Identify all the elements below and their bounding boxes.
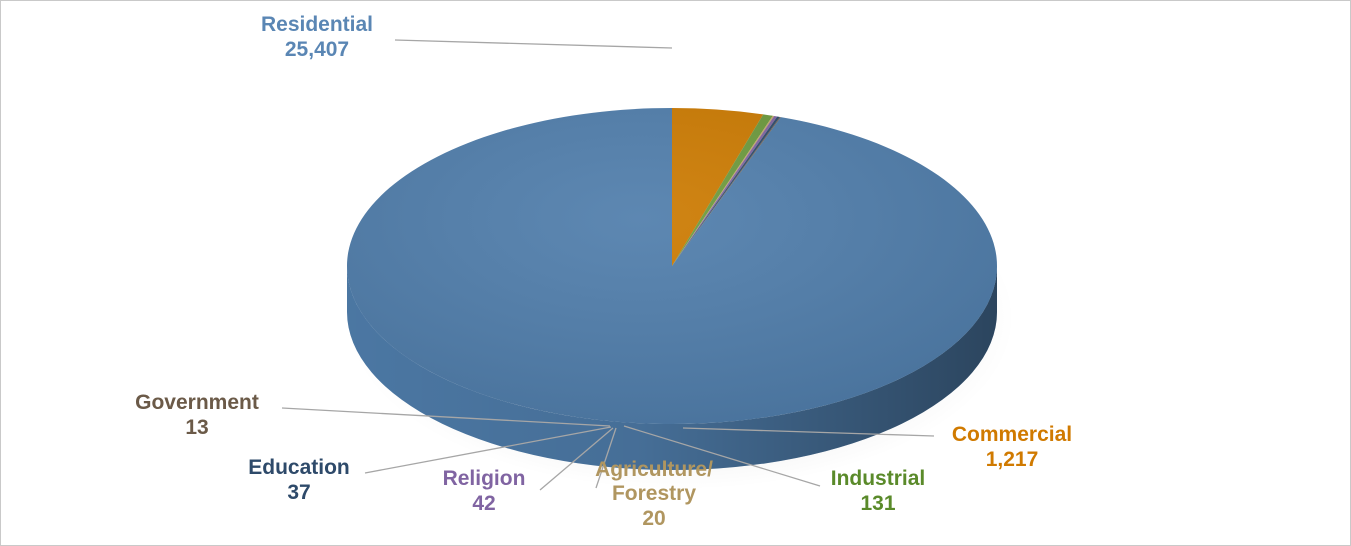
value-education: 37: [287, 481, 310, 504]
leader-line-commercial: [682, 427, 935, 437]
leader-line-education: [364, 426, 612, 474]
label-education: Education: [248, 456, 350, 479]
label-residential: Residential: [261, 13, 373, 36]
leader-line-industrial: [623, 425, 821, 487]
label-commercial: Commercial: [952, 423, 1072, 446]
label-religion: Religion: [443, 467, 526, 490]
leader-line-religion: [539, 427, 614, 491]
label-industrial: Industrial: [831, 467, 926, 490]
leader-lines: [281, 39, 935, 491]
leader-line-residential: [394, 39, 673, 49]
pie-layer: [345, 108, 1015, 490]
value-commercial: 1,217: [986, 448, 1039, 471]
label-agriculture-forestry-line2: Forestry: [612, 482, 696, 505]
value-religion: 42: [472, 492, 495, 515]
label-agriculture-forestry-line1: Agriculture/: [595, 458, 713, 481]
label-government: Government: [135, 391, 259, 414]
value-industrial: 131: [860, 492, 895, 515]
leader-line-government: [281, 407, 611, 427]
leader-line-agriculture-forestry: [595, 427, 617, 489]
value-residential: 25,407: [285, 38, 349, 61]
value-agriculture-forestry: 20: [642, 507, 665, 530]
value-government: 13: [185, 416, 208, 439]
